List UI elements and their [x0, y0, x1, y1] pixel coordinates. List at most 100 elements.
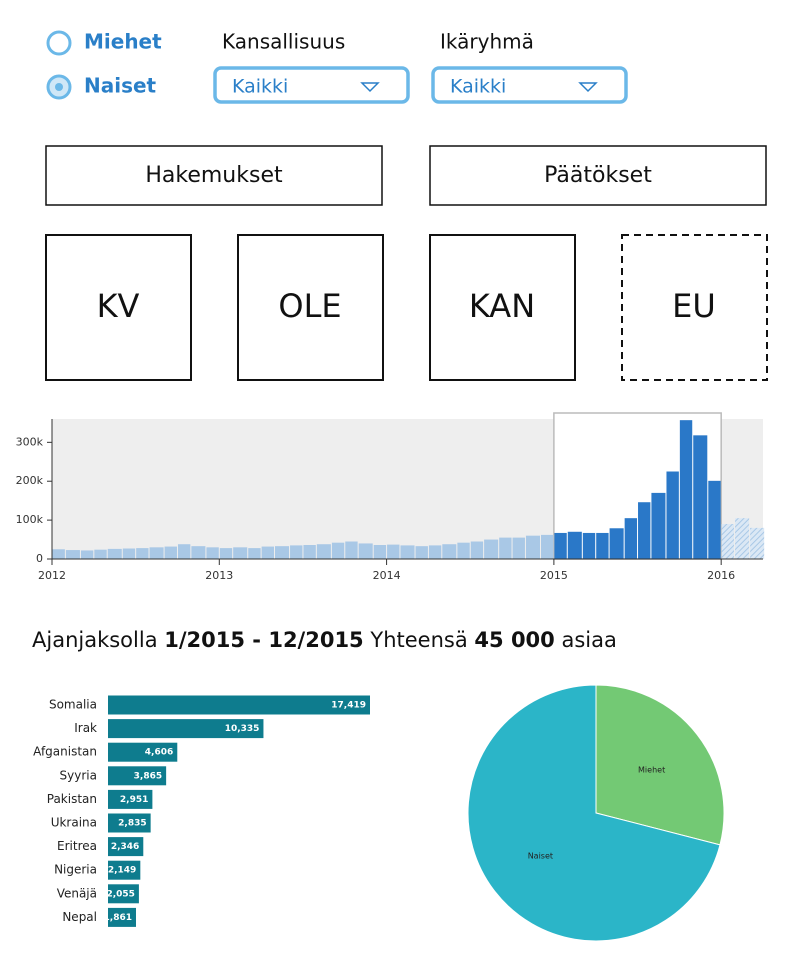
- button-label[interactable]: Päätökset: [544, 163, 652, 188]
- timeline-bar: [666, 471, 679, 559]
- dropdown[interactable]: Kansallisuus Kaikki: [213, 30, 410, 104]
- timeline-bar: [331, 542, 345, 559]
- pie-slice: [595, 684, 725, 846]
- y-tick-label: 0: [36, 552, 43, 565]
- timeline-bar: [457, 542, 470, 559]
- radio-label[interactable]: Miehet: [84, 30, 162, 54]
- bar: [108, 789, 153, 809]
- dropdown-box[interactable]: [213, 66, 410, 104]
- tile-box[interactable]: [429, 234, 576, 381]
- radio-label[interactable]: Naiset: [84, 74, 157, 98]
- tile-label[interactable]: KV: [97, 287, 140, 325]
- button[interactable]: Hakemukset: [45, 145, 383, 206]
- dropdown-value[interactable]: Kaikki: [450, 76, 506, 98]
- summary-total-label: Yhteensä: [369, 628, 467, 652]
- timeline-bar: [387, 544, 400, 559]
- timeline-bar: [248, 548, 261, 559]
- country-chart: Somalia 17,419 Irak 10,335 Afganistan 4,606 Sy…: [33, 695, 370, 927]
- tile[interactable]: EU: [621, 234, 768, 381]
- category-label: Ukraina: [51, 816, 97, 830]
- timeline-bar: [651, 492, 666, 559]
- category-label: Syyria: [60, 768, 97, 782]
- timeline-bar: [554, 532, 567, 559]
- tile[interactable]: OLE: [237, 234, 384, 381]
- tile-label[interactable]: EU: [672, 287, 716, 325]
- timeline-bar: [428, 545, 442, 559]
- dropdown-arrow[interactable]: [578, 82, 598, 93]
- radio-dot[interactable]: [55, 83, 63, 91]
- tile-label[interactable]: KAN: [469, 287, 535, 325]
- button[interactable]: Päätökset: [429, 145, 767, 206]
- value-label: 4,606: [145, 748, 173, 758]
- button-box[interactable]: [429, 145, 767, 206]
- timeline-bar: [80, 550, 94, 559]
- timeline-bar: [499, 537, 512, 559]
- timeline-bar: [206, 547, 219, 559]
- timeline-bar: [358, 543, 373, 559]
- dropdown-label: Kansallisuus: [222, 30, 345, 54]
- tile-box[interactable]: [237, 234, 384, 381]
- button-box[interactable]: [45, 145, 383, 206]
- timeline-bar: [136, 548, 149, 559]
- summary-period: 1/2015 - 12/2015: [164, 628, 363, 652]
- dropdown-value[interactable]: Kaikki: [232, 76, 288, 98]
- timeline-bar: [525, 535, 540, 559]
- button-label[interactable]: Hakemukset: [145, 163, 283, 188]
- tile[interactable]: KAN: [429, 234, 576, 381]
- x-tick-label: 2014: [373, 569, 401, 582]
- timeline-bar: [52, 549, 65, 559]
- x-tick-label: 2015: [540, 569, 568, 582]
- bar: [108, 837, 144, 857]
- tile[interactable]: KV: [45, 234, 192, 381]
- category-label: Nepal: [62, 910, 97, 924]
- bar: [108, 719, 264, 739]
- radio-circle[interactable]: [46, 30, 72, 56]
- summary-unit: asiaa: [561, 628, 616, 652]
- bar: [108, 742, 178, 762]
- timeline-bar: [233, 547, 248, 559]
- timeline-bar: [164, 546, 177, 559]
- timeline-bar: [638, 502, 651, 559]
- dropdown-arrow[interactable]: [360, 82, 380, 93]
- bar: [108, 884, 139, 904]
- timeline-chart: 0 100k 200k 300k 2012 2013 2014 2015 2016: [16, 412, 765, 582]
- value-label: 2,055: [106, 889, 134, 899]
- dropdown-label: Ikäryhmä: [440, 30, 534, 54]
- value-label: 10,335: [225, 724, 260, 734]
- timeline-bar: [693, 435, 708, 559]
- timeline-bar: [345, 541, 358, 559]
- value-label: 2,346: [111, 842, 139, 852]
- bar: [108, 695, 370, 715]
- category-label: Irak: [74, 721, 97, 735]
- y-tick-label: 300k: [16, 435, 44, 448]
- timeline-bar: [679, 420, 693, 559]
- timeline-bar: [470, 541, 484, 559]
- value-label: 17,419: [331, 701, 366, 711]
- category-label: Afganistan: [33, 745, 97, 759]
- dropdown[interactable]: Ikäryhmä Kaikki: [431, 30, 628, 104]
- radio-option[interactable]: Naiset: [46, 74, 157, 100]
- timeline-bar: [316, 544, 331, 559]
- timeline-bar: [582, 532, 596, 559]
- slice-label: Naiset: [528, 852, 553, 861]
- timeline-bar: [596, 532, 609, 559]
- dropdown-box[interactable]: [431, 66, 628, 104]
- tile-box[interactable]: [45, 234, 192, 381]
- slice-label: Miehet: [638, 765, 665, 774]
- timeline-bar: [442, 544, 457, 559]
- x-tick-label: 2012: [38, 569, 66, 582]
- x-tick-label: 2016: [707, 569, 735, 582]
- timeline-bar: [540, 534, 554, 559]
- tile-label[interactable]: OLE: [278, 287, 341, 325]
- timeline-bar: [94, 549, 107, 559]
- summary: Ajanjaksolla 1/2015 - 12/2015 Yhteensä 4…: [32, 628, 617, 652]
- radio-option[interactable]: Miehet: [46, 30, 162, 56]
- category-label: Venäjä: [57, 886, 97, 900]
- x-tick-label: 2013: [205, 569, 233, 582]
- value-label: 1,861: [104, 913, 132, 923]
- timeline-bar: [609, 528, 624, 559]
- timeline-bar: [708, 480, 721, 559]
- timeline-bar: [177, 544, 191, 559]
- tile-box[interactable]: [621, 234, 768, 381]
- timeline-bar: [191, 546, 206, 559]
